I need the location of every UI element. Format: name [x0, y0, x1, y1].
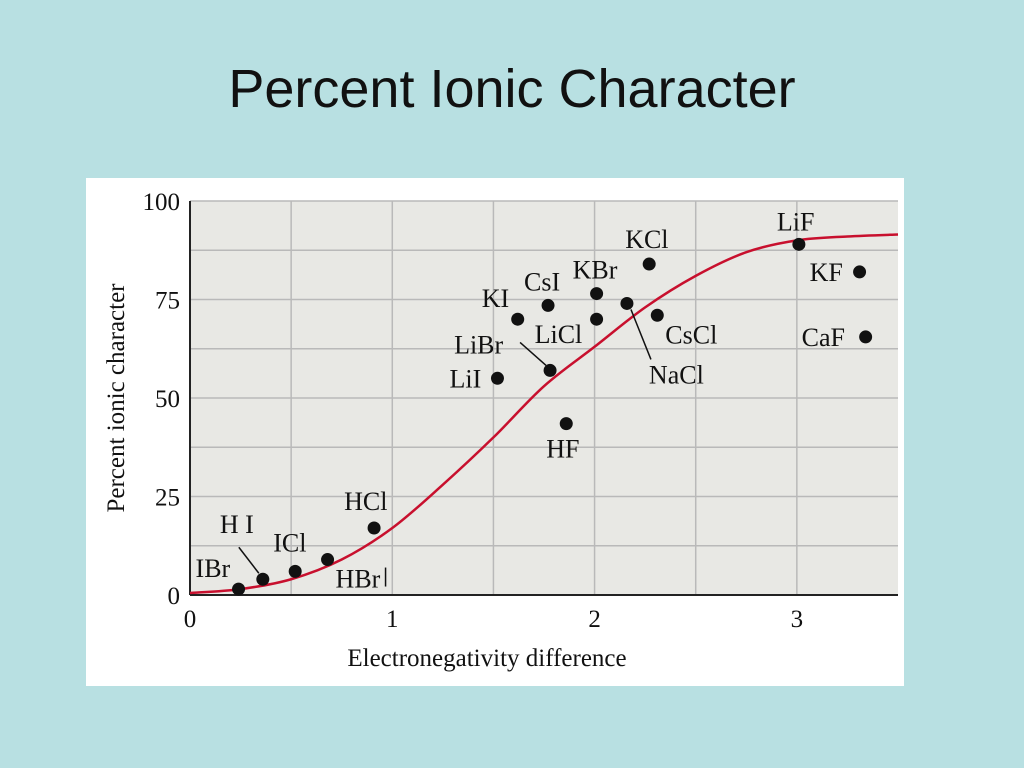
chart-panel: 0 25 50 75 100 0 1 2 3 IBr H I ICl HBr HCl LiI KI LiBr C… [86, 178, 904, 686]
point-label: KBr [573, 256, 618, 285]
point-label: LiCl [535, 320, 583, 349]
data-points [232, 237, 873, 596]
point-label: KI [482, 284, 509, 313]
slide-title: Percent Ionic Character [228, 59, 796, 119]
x-tick-label: 2 [588, 606, 601, 633]
y-tick-label: 100 [143, 189, 181, 216]
point-label: HCl [344, 487, 387, 516]
data-point [490, 371, 504, 385]
scatter-chart: 0 25 50 75 100 0 1 2 3 IBr H I ICl HBr HCl LiI KI LiBr C… [103, 189, 899, 672]
y-tick-label: 0 [168, 583, 181, 610]
leader-line [238, 546, 260, 574]
data-point [859, 330, 873, 344]
tick-labels: 0 25 50 75 100 0 1 2 3 [143, 189, 804, 633]
y-tick-label: 75 [155, 288, 180, 315]
point-label: IBr [196, 554, 231, 583]
data-point [541, 298, 555, 312]
leader-lines [238, 309, 652, 587]
point-label: H I [220, 510, 254, 539]
x-axis-title: Electronegativity difference [347, 645, 626, 672]
data-point [642, 257, 656, 271]
data-point [511, 312, 525, 326]
data-point [792, 237, 806, 251]
data-point [232, 582, 246, 596]
data-point [367, 521, 381, 535]
data-point [590, 287, 604, 301]
point-label: LiI [449, 364, 481, 393]
point-label: HBr [336, 565, 381, 594]
data-point [288, 564, 302, 578]
point-label: ICl [273, 528, 306, 557]
data-point [321, 553, 335, 567]
x-tick-label: 0 [184, 606, 197, 633]
data-point [559, 417, 573, 431]
point-label: CsI [524, 267, 560, 296]
grid-lines [190, 200, 898, 595]
data-point [853, 265, 867, 279]
axes [189, 201, 898, 596]
x-tick-label: 1 [386, 606, 399, 633]
point-label: CsCl [665, 320, 717, 349]
fit-curve [189, 233, 899, 595]
y-tick-label: 25 [155, 485, 180, 512]
data-point [590, 312, 604, 326]
point-label: CaF [802, 323, 845, 352]
data-point [620, 296, 634, 310]
point-label: HF [546, 435, 579, 464]
point-label: KCl [625, 225, 668, 254]
data-point [543, 363, 557, 377]
point-labels: IBr H I ICl HBr HCl LiI KI LiBr CsI HF KBr LiCl NaCl… [196, 207, 845, 593]
point-label: LiBr [454, 330, 503, 359]
x-tick-label: 3 [791, 606, 804, 633]
y-tick-label: 50 [155, 386, 180, 413]
leader-line [630, 309, 652, 360]
data-point [650, 308, 664, 322]
leader-line [519, 341, 547, 366]
point-label: NaCl [649, 360, 704, 389]
point-label: KF [810, 258, 843, 287]
point-label: LiF [777, 207, 815, 236]
data-point [256, 572, 270, 586]
y-axis-title: Percent ionic character [103, 283, 130, 513]
